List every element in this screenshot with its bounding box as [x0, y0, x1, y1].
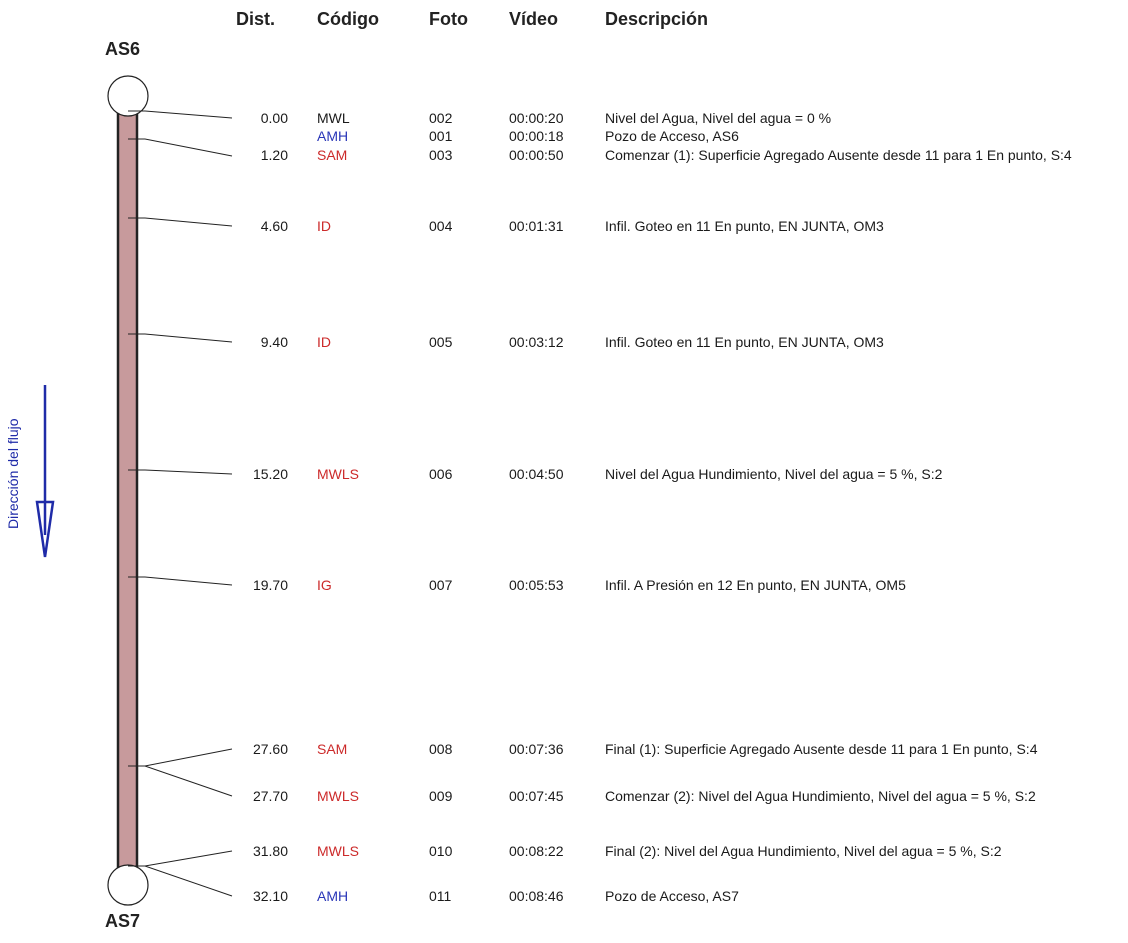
header-photo: Foto [429, 9, 468, 29]
leader-line [128, 333, 233, 343]
observation-code: MWLS [317, 843, 359, 859]
observation-code: SAM [317, 741, 348, 757]
leader-lines [128, 110, 233, 897]
flow-arrow [35, 385, 55, 558]
observation-video: 00:04:50 [509, 466, 564, 482]
observation-video: 00:07:45 [509, 788, 564, 804]
observation-code: IG [317, 577, 332, 593]
observation-photo: 011 [429, 888, 452, 904]
observation-description: Comenzar (1): Superficie Agregado Ausent… [605, 147, 1072, 163]
leader-line [128, 138, 233, 157]
observation-code: MWLS [317, 466, 359, 482]
observation-code: MWLS [317, 788, 359, 804]
flow-direction-label: Dirección del flujo [5, 418, 21, 530]
leader-line [128, 765, 233, 797]
observation-distance: 27.70 [252, 788, 288, 804]
observation-distance: 4.60 [260, 218, 288, 234]
observation-distance: 1.20 [260, 147, 288, 163]
observation-code: MWL [317, 110, 350, 126]
observation-distance: 9.40 [260, 334, 288, 350]
observation-description: Final (2): Nivel del Agua Hundimiento, N… [605, 843, 1002, 859]
observation-distance: 19.70 [252, 577, 288, 593]
start-manhole-circle [107, 75, 149, 117]
observation-description: Pozo de Acceso, AS6 [605, 128, 739, 144]
observation-code: ID [317, 334, 331, 350]
observation-description: Nivel del Agua, Nivel del agua = 0 % [605, 110, 832, 126]
start-manhole-label: AS6 [105, 39, 141, 59]
observation-video: 00:01:31 [509, 218, 564, 234]
observation-photo: 003 [429, 147, 453, 163]
leader-line [128, 865, 233, 897]
pipe-body [116, 110, 139, 876]
observation-description: Infil. Goteo en 11 En punto, EN JUNTA, O… [605, 334, 884, 350]
observation-distance: 31.80 [252, 843, 288, 859]
observation-video: 00:05:53 [509, 577, 564, 593]
observation-video: 00:08:46 [509, 888, 564, 904]
end-manhole-circle [107, 864, 149, 906]
observation-distance: 0.00 [260, 110, 288, 126]
observation-video: 00:00:50 [509, 147, 564, 163]
leader-line [128, 469, 233, 475]
observation-photo: 001 [429, 128, 453, 144]
observation-distance: 32.10 [252, 888, 288, 904]
observation-photo: 009 [429, 788, 453, 804]
observation-distance: 15.20 [252, 466, 288, 482]
observation-description: Infil. Goteo en 11 En punto, EN JUNTA, O… [605, 218, 884, 234]
header-description: Descripción [605, 9, 709, 29]
leader-line [128, 217, 233, 227]
observation-description: Infil. A Presión en 12 En punto, EN JUNT… [605, 577, 906, 593]
observation-distance: 27.60 [252, 741, 288, 757]
observation-photo: 005 [429, 334, 453, 350]
observation-photo: 004 [429, 218, 453, 234]
observation-photo: 010 [429, 843, 453, 859]
observation-video: 00:08:22 [509, 843, 564, 859]
observation-video: 00:00:18 [509, 128, 564, 144]
observation-description: Comenzar (2): Nivel del Agua Hundimiento… [605, 788, 1036, 804]
observation-photo: 008 [429, 741, 453, 757]
observation-photo: 006 [429, 466, 453, 482]
header-video: Vídeo [509, 9, 559, 29]
header-dist: Dist. [236, 9, 276, 29]
observation-code: ID [317, 218, 331, 234]
observation-code: SAM [317, 147, 348, 163]
leader-line [128, 110, 233, 119]
header-code: Código [317, 9, 379, 29]
observation-description: Nivel del Agua Hundimiento, Nivel del ag… [605, 466, 943, 482]
flow-arrow-head [35, 500, 55, 558]
pipe-group [107, 75, 149, 906]
observation-code: AMH [317, 128, 349, 144]
observation-description: Pozo de Acceso, AS7 [605, 888, 739, 904]
end-manhole-label: AS7 [105, 911, 141, 931]
observation-description: Final (1): Superficie Agregado Ausente d… [605, 741, 1038, 757]
observation-video: 00:03:12 [509, 334, 564, 350]
observation-photo: 002 [429, 110, 453, 126]
leader-line [128, 576, 233, 586]
observation-photo: 007 [429, 577, 453, 593]
observation-video: 00:07:36 [509, 741, 564, 757]
observation-video: 00:00:20 [509, 110, 564, 126]
observation-code: AMH [317, 888, 349, 904]
